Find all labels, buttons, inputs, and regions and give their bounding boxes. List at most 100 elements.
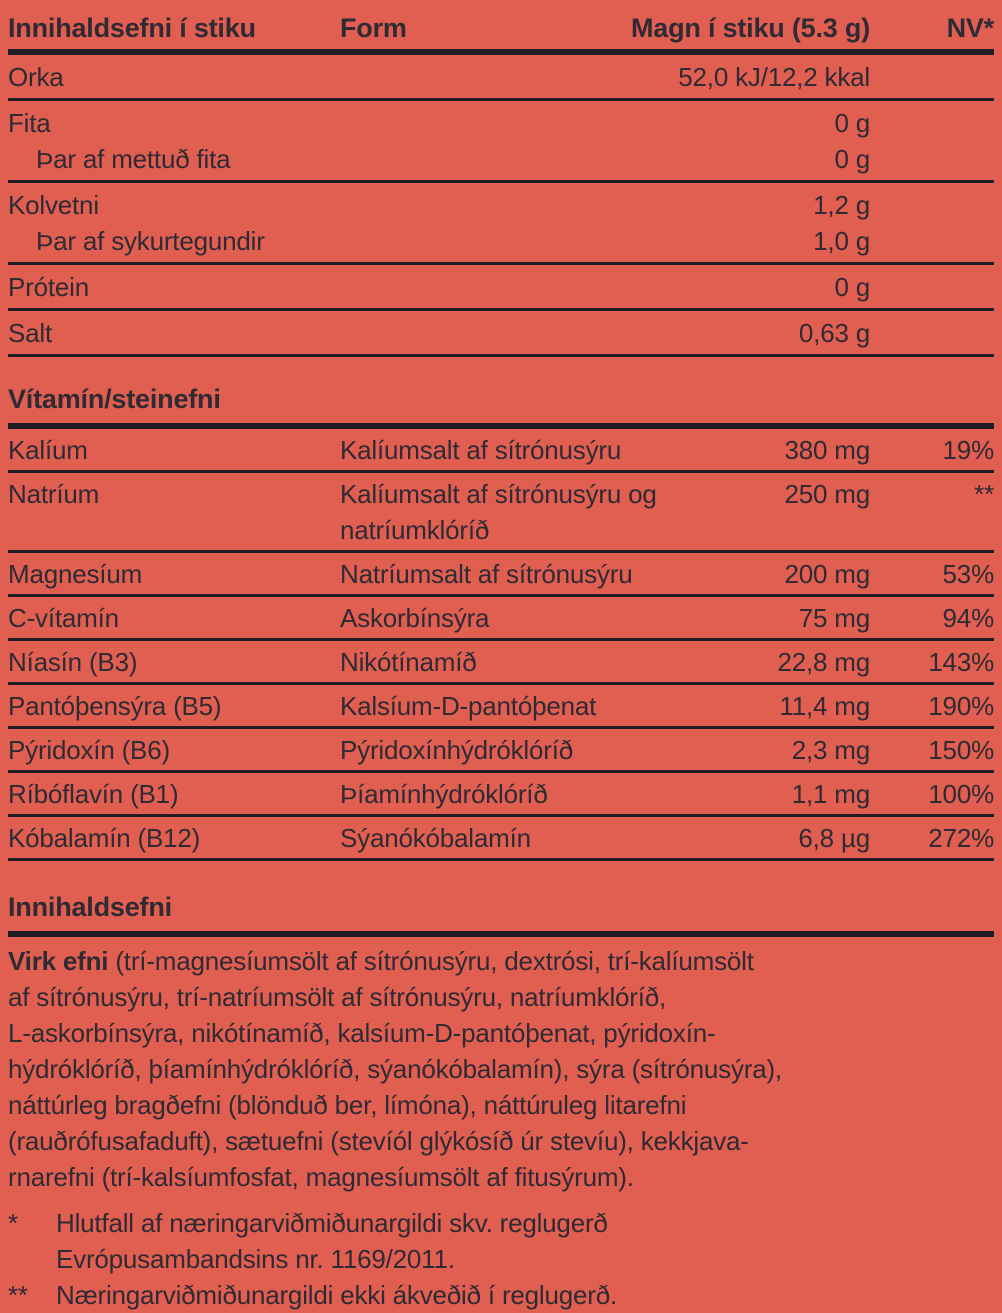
row-divider xyxy=(8,770,994,773)
nv-column-spacer xyxy=(870,59,994,95)
vitamin-name: C-vítamín xyxy=(8,603,119,633)
nv-column-spacer xyxy=(870,269,994,305)
vitamin-name: Ríbóflavín (B1) xyxy=(8,779,179,809)
vitamin-name: Natríum xyxy=(8,479,100,509)
nutrition-row: Salt 0,63 g xyxy=(8,315,994,351)
nutrient-amount: 1,2 g xyxy=(813,190,870,220)
row-divider xyxy=(8,180,994,183)
row-divider xyxy=(8,98,994,101)
vitamin-form: Kalíumsalt af sítrónusýru og natríumklór… xyxy=(340,479,657,545)
row-divider xyxy=(8,814,994,817)
row-divider xyxy=(8,262,994,265)
nv-column-spacer xyxy=(870,187,994,223)
ingredients-line: Virk efni (trí-magnesíumsölt af sítrónus… xyxy=(8,943,994,979)
vitamin-amount: 11,4 mg xyxy=(779,691,870,721)
vitamins-heading-divider xyxy=(8,423,994,429)
vitamins-section: Kalíum Kalíumsalt af sítrónusýru 380 mg … xyxy=(8,429,994,861)
vitamin-row: Níasín (B3) Nikótínamíð 22,8 mg 143% xyxy=(8,641,994,682)
nutrition-label: Innihaldsefni í stiku Form Magn í stiku … xyxy=(8,10,995,1310)
nutrition-row-main: Fita 0 g xyxy=(8,105,870,141)
footnote-marker: ** xyxy=(8,1280,28,1310)
vitamin-form: Þíamínhýdróklóríð xyxy=(340,779,548,809)
macro-group: Orka 52,0 kJ/12,2 kkal xyxy=(8,55,994,98)
vitamin-amount: 75 mg xyxy=(798,603,870,633)
macro-group: Fita 0 g Þar af mettuð fita 0 g xyxy=(8,101,994,180)
nutrient-name: Þar af sykurtegundir xyxy=(36,226,265,256)
macro-group: Salt 0,63 g xyxy=(8,311,994,354)
nutrient-name: Þar af mettuð fita xyxy=(36,144,231,174)
ingredients-line: rnarefni (trí-kalsíumfosfat, magnesíumsö… xyxy=(8,1162,634,1192)
ingredients-lead: Virk efni xyxy=(8,946,109,976)
vitamin-nv: 100% xyxy=(928,779,994,809)
nutrition-row-main: Prótein 0 g xyxy=(8,269,870,305)
vitamin-row: Magnesíum Natríumsalt af sítrónusýru 200… xyxy=(8,553,994,594)
vitamin-name: Níasín (B3) xyxy=(8,647,138,677)
nutrient-amount: 52,0 kJ/12,2 kkal xyxy=(678,62,870,92)
vitamin-form: Nikótínamíð xyxy=(340,647,477,677)
row-divider xyxy=(8,354,994,357)
nutrient-name: Salt xyxy=(8,318,53,348)
vitamin-name: Kalíum xyxy=(8,435,88,465)
footnote-text: Næringarviðmiðunargildi ekki ákveðið í r… xyxy=(56,1280,618,1310)
vitamin-row: C-vítamín Askorbínsýra 75 mg 94% xyxy=(8,597,994,638)
vitamin-row: Pantóþensýra (B5) Kalsíum-D-pantóþenat 1… xyxy=(8,685,994,726)
footnote-marker: * xyxy=(8,1208,18,1238)
vitamin-form: Sýanókóbalamín xyxy=(340,823,531,853)
header-nv-col: NV* xyxy=(946,13,995,43)
header-ingredient-col: Innihaldsefni í stiku xyxy=(8,13,256,43)
vitamins-heading: Vítamín/steinefni xyxy=(8,384,221,414)
vitamin-amount: 22,8 mg xyxy=(777,647,870,677)
vitamin-amount: 250 mg xyxy=(784,479,870,509)
header-form-col: Form xyxy=(340,13,407,43)
vitamin-row: Kóbalamín (B12) Sýanókóbalamín 6,8 µg 27… xyxy=(8,817,994,858)
nutrition-row: Kolvetni 1,2 g xyxy=(8,187,994,223)
nutrient-amount: 1,0 g xyxy=(813,226,870,256)
vitamin-amount: 6,8 µg xyxy=(798,823,870,853)
nutrient-amount: 0 g xyxy=(834,144,870,174)
nutrient-name: Kolvetni xyxy=(8,190,99,220)
header-middle: Form Magn í stiku (5.3 g) xyxy=(340,10,870,46)
vitamin-nv: 143% xyxy=(928,647,994,677)
ingredients-line-text: (trí-magnesíumsölt af sítrónusýru, dextr… xyxy=(108,946,754,976)
nutrition-row: Prótein 0 g xyxy=(8,269,994,305)
nutrition-row: Orka 52,0 kJ/12,2 kkal xyxy=(8,59,994,95)
ingredients-heading: Innihaldsefni xyxy=(8,892,172,922)
nv-column-spacer xyxy=(870,105,994,141)
vitamin-row: Natríum Kalíumsalt af sítrónusýru og nat… xyxy=(8,473,994,550)
vitamin-form: Pýridoxínhýdróklóríð xyxy=(340,735,573,765)
row-divider xyxy=(8,726,994,729)
vitamin-row: Pýridoxín (B6) Pýridoxínhýdróklóríð 2,3 … xyxy=(8,729,994,770)
vitamin-form: Askorbínsýra xyxy=(340,603,490,633)
macro-group: Kolvetni 1,2 g Þar af sykurtegundir 1,0 … xyxy=(8,183,994,262)
nutrient-amount: 0,63 g xyxy=(798,318,870,348)
row-divider xyxy=(8,550,994,553)
vitamin-amount: 200 mg xyxy=(784,559,870,589)
nutrition-row: Þar af mettuð fita 0 g xyxy=(8,141,994,177)
vitamin-name: Pantóþensýra (B5) xyxy=(8,691,222,721)
header-divider xyxy=(8,49,994,55)
nutrient-amount: 0 g xyxy=(834,108,870,138)
vitamin-nv: 272% xyxy=(928,823,994,853)
vitamin-nv: 94% xyxy=(942,603,995,633)
vitamin-form: Natríumsalt af sítrónusýru xyxy=(340,559,633,589)
nutrient-amount: 0 g xyxy=(834,272,870,302)
nutrition-row-main: Þar af mettuð fita 0 g xyxy=(8,141,870,177)
macro-group: Prótein 0 g xyxy=(8,265,994,308)
footnotes: * Hlutfall af næringarviðmiðunargildi sk… xyxy=(8,1205,994,1313)
nutrient-name: Fita xyxy=(8,108,51,138)
footnote: * Hlutfall af næringarviðmiðunargildi sk… xyxy=(8,1205,994,1277)
nv-column-spacer xyxy=(870,223,994,259)
header-amount-col: Magn í stiku (5.3 g) xyxy=(630,13,870,43)
ingredients-heading-divider xyxy=(8,931,994,937)
nutrition-row-main: Kolvetni 1,2 g xyxy=(8,187,870,223)
vitamin-row: Kalíum Kalíumsalt af sítrónusýru 380 mg … xyxy=(8,429,994,470)
vitamin-row: Ríbóflavín (B1) Þíamínhýdróklóríð 1,1 mg… xyxy=(8,773,994,814)
row-divider xyxy=(8,638,994,641)
nutrition-row-main: Þar af sykurtegundir 1,0 g xyxy=(8,223,870,259)
vitamin-nv: 19% xyxy=(942,435,995,465)
ingredients-paragraph: Virk efni (trí-magnesíumsölt af sítrónus… xyxy=(8,943,994,1195)
vitamin-name: Kóbalamín (B12) xyxy=(8,823,201,853)
vitamin-amount: 1,1 mg xyxy=(791,779,870,809)
vitamin-name: Pýridoxín (B6) xyxy=(8,735,170,765)
row-divider xyxy=(8,308,994,311)
